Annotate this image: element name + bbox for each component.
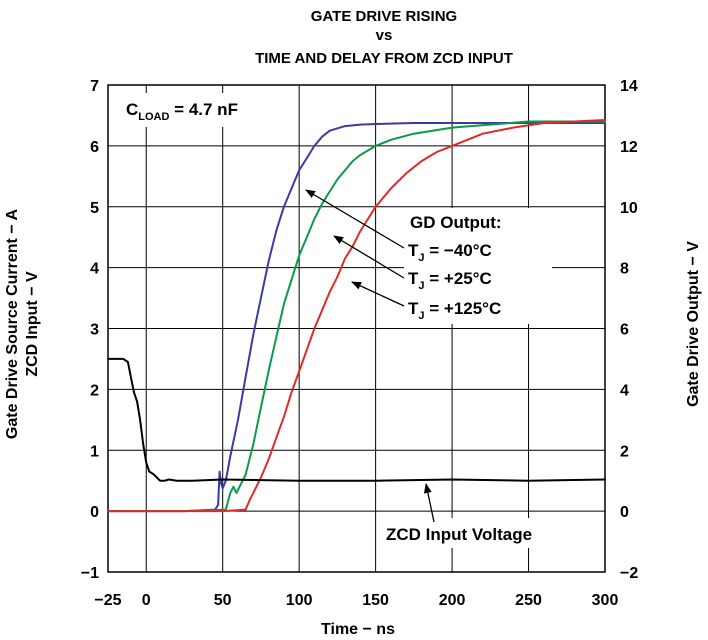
y-right-axis-label: Gate Drive Output − V [685, 241, 702, 407]
tj-minus40-label: TJ = −40°C [408, 241, 492, 264]
gd-output-label: GD Output: [410, 213, 502, 232]
y-right-tick-label: 8 [620, 261, 629, 278]
y-right-tick-labels: −2 0 2 4 6 8 10 12 14 [620, 78, 638, 582]
y-left-axis-label-line-1: Gate Drive Source Current − A [4, 208, 21, 439]
gd-output-label-background [404, 208, 552, 324]
chart-title-line-1: GATE DRIVE RISING [311, 8, 457, 25]
series-line-zcd-input [107, 357, 606, 482]
y-left-axis-label-line-2: ZCD Input − V [24, 271, 41, 377]
arrow-zcd [423, 483, 435, 523]
y-left-tick-label: 3 [90, 322, 99, 339]
y-left-tick-label: 1 [90, 443, 99, 460]
y-left-tick-label: −1 [81, 565, 99, 582]
tj-plus25-label: TJ = +25°C [408, 269, 492, 292]
chart-title-line-2: vs [376, 27, 393, 44]
chart-title-line-3: TIME AND DELAY FROM ZCD INPUT [255, 50, 513, 67]
y-left-tick-label: 4 [90, 261, 99, 278]
series-line-tj-plus25 [107, 120, 606, 513]
x-tick-label: −25 [94, 592, 121, 609]
zcd-label: ZCD Input Voltage [386, 525, 532, 544]
y-right-tick-label: 10 [620, 200, 638, 217]
cload-label: CLOAD = 4.7 nF [126, 100, 238, 123]
y-right-tick-label: 2 [620, 443, 629, 460]
y-right-tick-label: 0 [620, 504, 629, 521]
y-left-tick-label: 5 [90, 200, 99, 217]
y-right-tick-label: −2 [620, 565, 638, 582]
series-line-tj-plus125 [107, 119, 606, 513]
y-left-tick-label: 0 [90, 504, 99, 521]
zcd-label-background [380, 518, 576, 548]
y-right-tick-label: 12 [620, 139, 638, 156]
x-tick-label: 50 [214, 592, 232, 609]
plot-frame [107, 84, 606, 573]
y-left-tick-label: 6 [90, 139, 99, 156]
x-tick-label: 300 [592, 592, 619, 609]
arrow-tj-minus40 [305, 189, 405, 249]
arrow-tj-plus125 [351, 281, 405, 307]
x-tick-label: 200 [439, 592, 466, 609]
x-tick-label: 100 [286, 592, 313, 609]
arrow-tj-plus25 [333, 235, 405, 279]
y-left-tick-label: 7 [90, 78, 99, 95]
y-left-tick-labels: −1 0 1 2 3 4 5 6 7 [81, 78, 99, 582]
x-tick-label: 250 [515, 592, 542, 609]
y-right-tick-label: 4 [620, 382, 629, 399]
y-right-tick-label: 6 [620, 322, 629, 339]
tj-plus125-label: TJ = +125°C [408, 299, 501, 322]
cload-label-background [118, 93, 290, 127]
x-axis-label: Time − ns [321, 621, 395, 638]
x-tick-label: 150 [362, 592, 389, 609]
y-right-tick-label: 14 [620, 78, 638, 95]
y-left-tick-label: 2 [90, 382, 99, 399]
x-tick-labels: −25 0 50 100 150 200 250 300 [94, 592, 618, 609]
x-tick-label: 0 [142, 592, 151, 609]
series-line-tj-minus40 [107, 122, 606, 513]
series-group [107, 119, 606, 513]
